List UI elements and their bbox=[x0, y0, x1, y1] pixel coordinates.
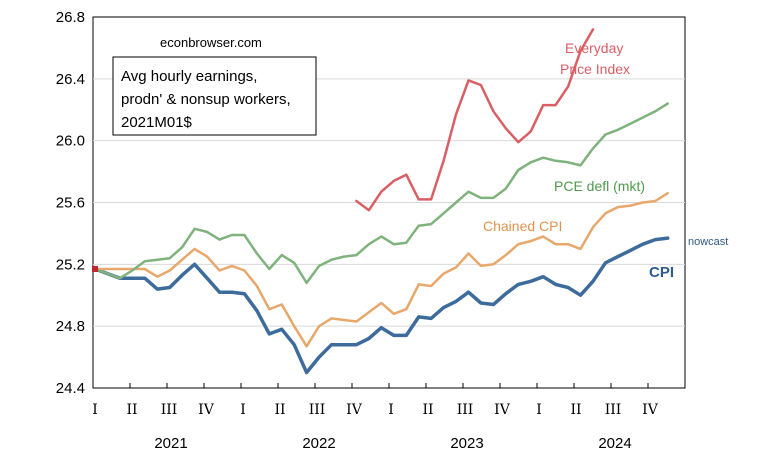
source-label: econbrowser.com bbox=[160, 35, 262, 50]
x-tick-label: I bbox=[388, 402, 394, 418]
y-tick-label: 26.4 bbox=[56, 71, 85, 88]
y-tick-label: 25.6 bbox=[56, 195, 85, 212]
x-tick-label: III bbox=[457, 402, 474, 418]
x-tick-label: IV bbox=[198, 402, 215, 418]
x-year-label: 2024 bbox=[598, 435, 631, 452]
series-line-everyday-price-index bbox=[355, 28, 595, 212]
x-year-label: 2023 bbox=[450, 435, 483, 452]
x-tick-label: IV bbox=[494, 402, 511, 418]
x-year-label: 2022 bbox=[302, 435, 335, 452]
y-tick-label: 25.2 bbox=[56, 256, 85, 273]
label-everyday-1: Everyday bbox=[565, 40, 623, 56]
label-chained-cpi: Chained CPI bbox=[483, 218, 562, 234]
title-line-2: prodn' & nonsup workers, bbox=[121, 91, 291, 108]
series-line-pce-defl-mkt bbox=[93, 102, 669, 285]
label-pce: PCE defl (mkt) bbox=[554, 178, 645, 194]
series-group bbox=[93, 28, 670, 375]
x-tick-label: II bbox=[570, 402, 581, 418]
x-tick-label: II bbox=[274, 402, 285, 418]
x-tick-label: III bbox=[605, 402, 622, 418]
x-tick-label: IV bbox=[642, 402, 659, 418]
x-tick-label: IV bbox=[346, 402, 363, 418]
x-tick-label: I bbox=[240, 402, 246, 418]
label-cpi: CPI bbox=[649, 264, 674, 281]
label-everyday-2: Price Index bbox=[560, 61, 630, 77]
y-tick-label: 24.8 bbox=[56, 318, 85, 335]
series-line-cpi bbox=[93, 236, 670, 375]
x-tick-label: I bbox=[536, 402, 542, 418]
y-tick-label: 26.8 bbox=[56, 9, 85, 26]
y-axis: 24.4 24.8 25.2 25.6 26.0 26.4 26.8 bbox=[56, 9, 85, 397]
start-marker bbox=[92, 265, 98, 272]
series-line-chained-cpi bbox=[93, 191, 669, 348]
x-tick-label: I bbox=[92, 402, 98, 418]
markers bbox=[92, 265, 98, 272]
title-line-1: Avg hourly earnings, bbox=[121, 68, 257, 85]
x-tick-label: II bbox=[422, 402, 433, 418]
x-tick-label: III bbox=[161, 402, 178, 418]
title-box bbox=[112, 56, 317, 136]
x-tick-label: II bbox=[126, 402, 137, 418]
title-line-3: 2021M01$ bbox=[121, 114, 193, 131]
y-tick-label: 24.4 bbox=[56, 380, 85, 397]
y-tick-label: 26.0 bbox=[56, 133, 85, 150]
x-tick-label: III bbox=[309, 402, 326, 418]
x-year-label: 2021 bbox=[154, 435, 187, 452]
label-nowcast: nowcast bbox=[688, 236, 728, 248]
